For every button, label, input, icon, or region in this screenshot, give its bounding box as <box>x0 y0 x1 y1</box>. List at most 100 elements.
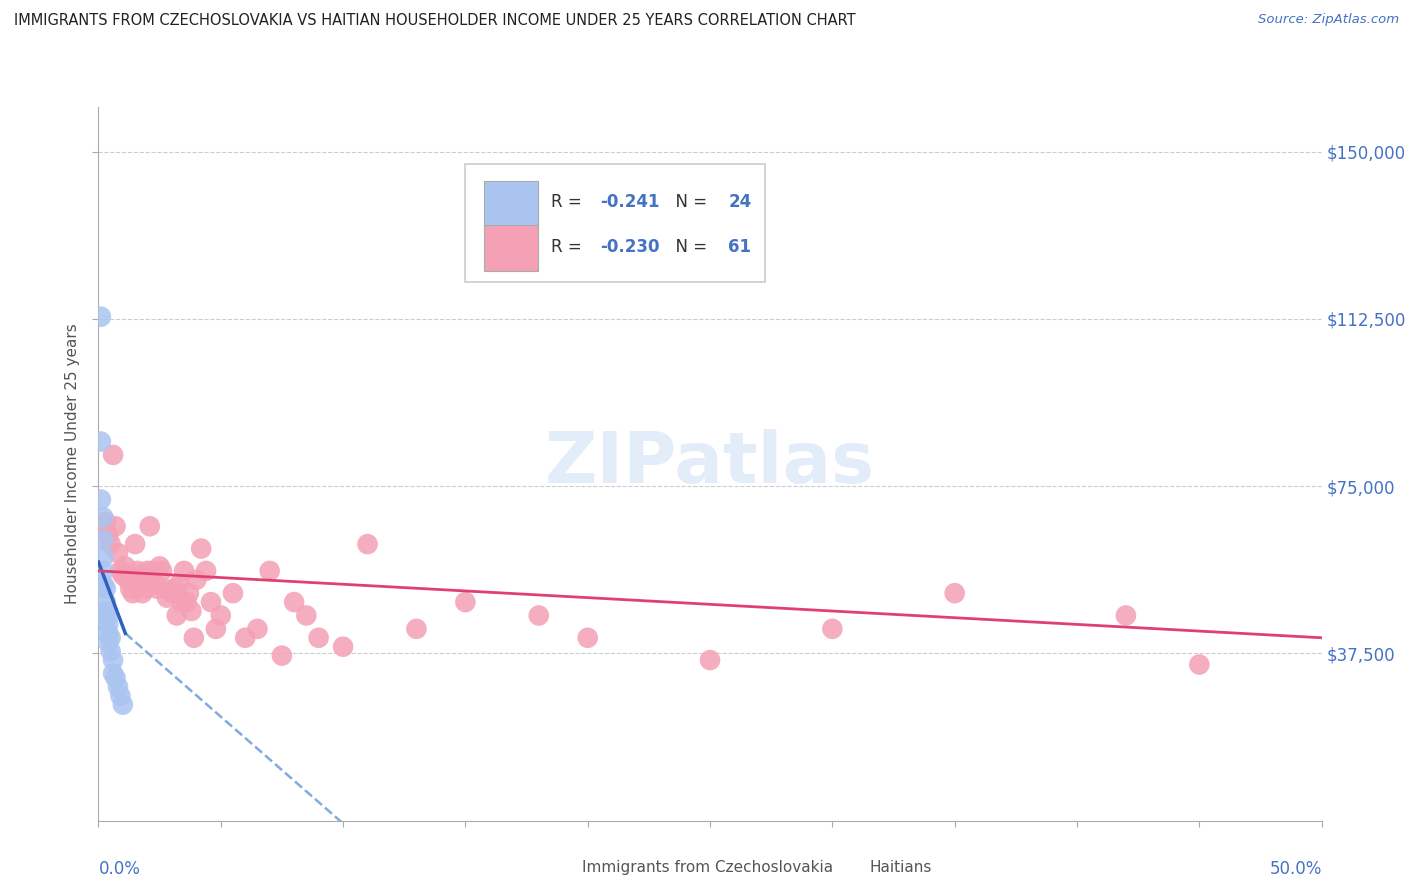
Point <box>576 631 599 645</box>
Y-axis label: Householder Income Under 25 years: Householder Income Under 25 years <box>65 324 80 604</box>
Point <box>821 622 844 636</box>
Point <box>94 582 117 596</box>
Text: R =: R = <box>551 238 588 256</box>
Point <box>183 631 205 645</box>
Text: N =: N = <box>665 238 713 256</box>
Text: 0.0%: 0.0% <box>98 860 141 878</box>
Point <box>91 577 114 591</box>
Point <box>173 564 195 578</box>
Text: N =: N = <box>665 193 713 211</box>
Point <box>90 434 112 449</box>
Point <box>91 564 114 578</box>
Point <box>163 582 186 596</box>
FancyBboxPatch shape <box>465 164 765 282</box>
Point <box>149 559 172 574</box>
Text: Source: ZipAtlas.com: Source: ZipAtlas.com <box>1258 13 1399 27</box>
Point <box>200 595 222 609</box>
Point <box>170 595 193 609</box>
Point <box>111 568 134 582</box>
Point <box>246 622 269 636</box>
Point <box>166 608 188 623</box>
Point <box>190 541 212 556</box>
Point <box>110 564 132 578</box>
Point <box>91 550 114 565</box>
Point <box>180 604 202 618</box>
Point <box>90 492 112 507</box>
Point <box>101 653 124 667</box>
Point <box>1115 608 1137 623</box>
Point <box>100 644 122 658</box>
Point <box>101 666 124 681</box>
Point <box>153 582 176 596</box>
Point <box>295 608 318 623</box>
Point <box>332 640 354 654</box>
Point <box>131 586 153 600</box>
Point <box>111 698 134 712</box>
Text: IMMIGRANTS FROM CZECHOSLOVAKIA VS HAITIAN HOUSEHOLDER INCOME UNDER 25 YEARS CORR: IMMIGRANTS FROM CZECHOSLOVAKIA VS HAITIA… <box>14 13 856 29</box>
Point <box>97 635 120 649</box>
Point <box>270 648 294 663</box>
Point <box>160 586 183 600</box>
Point <box>104 671 127 685</box>
Text: 50.0%: 50.0% <box>1270 860 1322 878</box>
Point <box>136 564 159 578</box>
Point <box>97 617 120 632</box>
Point <box>97 608 120 623</box>
Point <box>356 537 378 551</box>
Point <box>101 448 124 462</box>
Point <box>127 564 149 578</box>
Point <box>117 573 139 587</box>
FancyBboxPatch shape <box>823 847 862 871</box>
Point <box>90 310 112 324</box>
Point <box>167 577 190 591</box>
Point <box>1188 657 1211 672</box>
Point <box>100 631 122 645</box>
Text: -0.230: -0.230 <box>600 238 659 256</box>
Text: 61: 61 <box>728 238 751 256</box>
FancyBboxPatch shape <box>534 847 574 871</box>
Point <box>176 595 198 609</box>
FancyBboxPatch shape <box>484 226 537 271</box>
Point <box>110 689 132 703</box>
Point <box>233 631 256 645</box>
Point <box>91 510 114 524</box>
Point <box>222 586 245 600</box>
Point <box>943 586 966 600</box>
Point <box>205 622 228 636</box>
Point <box>454 595 477 609</box>
Point <box>141 564 163 578</box>
Point <box>94 595 117 609</box>
Text: 24: 24 <box>728 193 752 211</box>
Point <box>177 586 200 600</box>
Point <box>308 631 330 645</box>
Text: Haitians: Haitians <box>869 860 931 875</box>
Point <box>283 595 305 609</box>
Text: Immigrants from Czechoslovakia: Immigrants from Czechoslovakia <box>582 860 832 875</box>
Text: R =: R = <box>551 193 588 211</box>
Point <box>139 519 162 533</box>
Point <box>143 577 166 591</box>
Point <box>100 537 122 551</box>
Point <box>134 582 156 596</box>
Point <box>527 608 550 623</box>
Point <box>156 591 179 605</box>
Text: -0.241: -0.241 <box>600 193 659 211</box>
FancyBboxPatch shape <box>484 180 537 227</box>
Point <box>91 533 114 547</box>
Point <box>146 582 169 596</box>
Point <box>186 573 208 587</box>
Point <box>120 582 142 596</box>
Point <box>129 568 152 582</box>
Point <box>97 626 120 640</box>
Point <box>699 653 721 667</box>
Point <box>94 604 117 618</box>
Point <box>104 519 127 533</box>
Point <box>107 680 129 694</box>
Point <box>121 586 143 600</box>
Point <box>405 622 427 636</box>
Point <box>94 515 117 529</box>
Point <box>94 613 117 627</box>
Point <box>97 528 120 542</box>
Point <box>124 537 146 551</box>
Point <box>107 546 129 560</box>
